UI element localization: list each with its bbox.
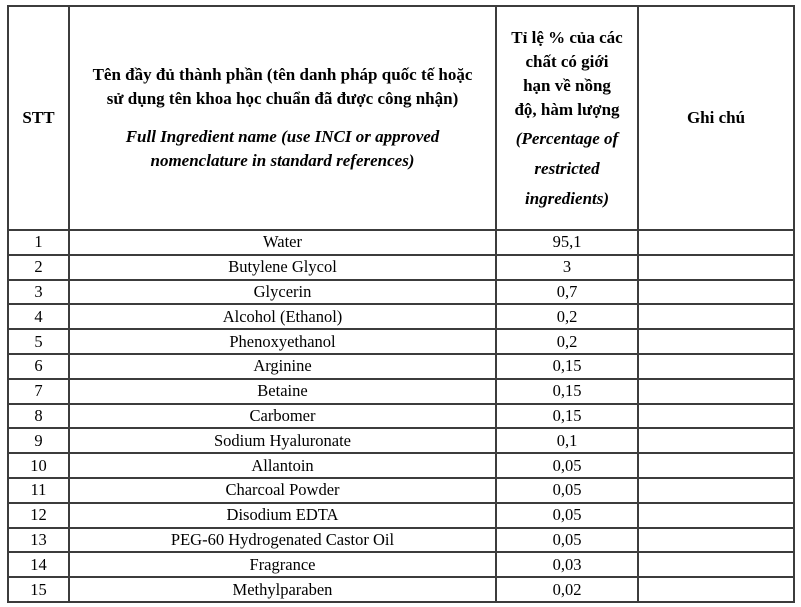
cell-percentage: 0,2 [495,303,639,331]
cell-note [637,476,795,504]
cell-stt: 1 [7,229,70,256]
cell-stt: 6 [7,352,70,380]
cell-note [637,328,795,355]
col-header-percentage-en-line1: (Percentage of [515,128,619,148]
cell-stt: 10 [7,452,70,479]
table-row: 11 Charcoal Powder 0,05 [7,476,795,504]
cell-stt: 2 [7,253,70,281]
cell-stt: 13 [7,526,70,554]
cell-stt: 8 [7,402,70,430]
cell-stt: 12 [7,501,70,529]
cell-stt: 9 [7,427,70,455]
table-row: 7 Betaine 0,15 [7,377,795,405]
cell-note [637,229,795,256]
cell-percentage: 0,15 [495,352,639,380]
cell-note [637,253,795,281]
col-header-percentage: Tỉ lệ % của các chất có giới hạn về nồng… [495,5,639,231]
cell-note [637,526,795,554]
table-row: 3 Glycerin 0,7 [7,278,795,306]
ingredient-table: STT Tên đầy đủ thành phần (tên danh pháp… [7,5,795,603]
cell-ingredient-name: Allantoin [68,452,497,479]
cell-percentage: 0,7 [495,278,639,306]
table-row: 15 Methylparaben 0,02 [7,576,795,603]
cell-note [637,427,795,455]
cell-ingredient-name: Glycerin [68,278,497,306]
table-row: 6 Arginine 0,15 [7,352,795,380]
cell-note [637,452,795,479]
table-row: 13 PEG-60 Hydrogenated Castor Oil 0,05 [7,526,795,554]
cell-ingredient-name: Arginine [68,352,497,380]
table-row: 4 Alcohol (Ethanol) 0,2 [7,303,795,331]
col-header-percentage-en-line3: ingredients) [524,188,610,208]
cell-stt: 4 [7,303,70,331]
table-row: 9 Sodium Hyaluronate 0,1 [7,427,795,455]
cell-stt: 7 [7,377,70,405]
col-header-stt-label: STT [22,108,55,127]
cell-note [637,402,795,430]
col-header-note-label: Ghi chú [686,108,746,127]
col-header-ingredient-name: Tên đầy đủ thành phần (tên danh pháp quố… [68,5,497,231]
cell-percentage: 0,15 [495,402,639,430]
cell-ingredient-name: Water [68,229,497,256]
cell-stt: 5 [7,328,70,355]
cell-percentage: 0,2 [495,328,639,355]
cell-ingredient-name: Disodium EDTA [68,501,497,529]
col-header-stt: STT [7,5,70,231]
header-row: STT Tên đầy đủ thành phần (tên danh pháp… [7,5,795,231]
cell-note [637,576,795,603]
table-row: 5 Phenoxyethanol 0,2 [7,328,795,355]
cell-ingredient-name: Carbomer [68,402,497,430]
cell-percentage: 0,05 [495,501,639,529]
table-row: 12 Disodium EDTA 0,05 [7,501,795,529]
cell-stt: 15 [7,576,70,603]
cell-ingredient-name: Alcohol (Ethanol) [68,303,497,331]
table-row: 8 Carbomer 0,15 [7,402,795,430]
col-header-percentage-en: (Percentage of restricted ingredients) [498,127,636,211]
table-row: 14 Fragrance 0,03 [7,551,795,579]
table-row: 1 Water 95,1 [7,229,795,256]
cell-ingredient-name: Methylparaben [68,576,497,603]
col-header-ingredient-en: Full Ingredient name (use INCI or approv… [125,127,440,170]
cell-note [637,501,795,529]
cell-percentage: 95,1 [495,229,639,256]
cell-stt: 3 [7,278,70,306]
cell-percentage: 0,05 [495,476,639,504]
cell-percentage: 0,15 [495,377,639,405]
col-header-percentage-en-line2: restricted [534,158,600,178]
cell-note [637,551,795,579]
cell-percentage: 0,05 [495,526,639,554]
cell-ingredient-name: Fragrance [68,551,497,579]
col-header-percentage-vi: Tỉ lệ % của các chất có giới hạn về nồng… [511,27,623,119]
cell-ingredient-name: Betaine [68,377,497,405]
cell-ingredient-name: Sodium Hyaluronate [68,427,497,455]
cell-percentage: 0,05 [495,452,639,479]
cell-note [637,303,795,331]
cell-percentage: 0,1 [495,427,639,455]
cell-note [637,352,795,380]
col-header-note: Ghi chú [637,5,795,231]
col-header-ingredient-vi: Tên đầy đủ thành phần (tên danh pháp quố… [92,65,473,108]
cell-ingredient-name: PEG-60 Hydrogenated Castor Oil [68,526,497,554]
cell-ingredient-name: Phenoxyethanol [68,328,497,355]
cell-percentage: 3 [495,253,639,281]
cell-percentage: 0,03 [495,551,639,579]
cell-note [637,377,795,405]
cell-note [637,278,795,306]
cell-ingredient-name: Charcoal Powder [68,476,497,504]
table-row: 10 Allantoin 0,05 [7,452,795,479]
cell-percentage: 0,02 [495,576,639,603]
cell-ingredient-name: Butylene Glycol [68,253,497,281]
table-row: 2 Butylene Glycol 3 [7,253,795,281]
cell-stt: 14 [7,551,70,579]
cell-stt: 11 [7,476,70,504]
